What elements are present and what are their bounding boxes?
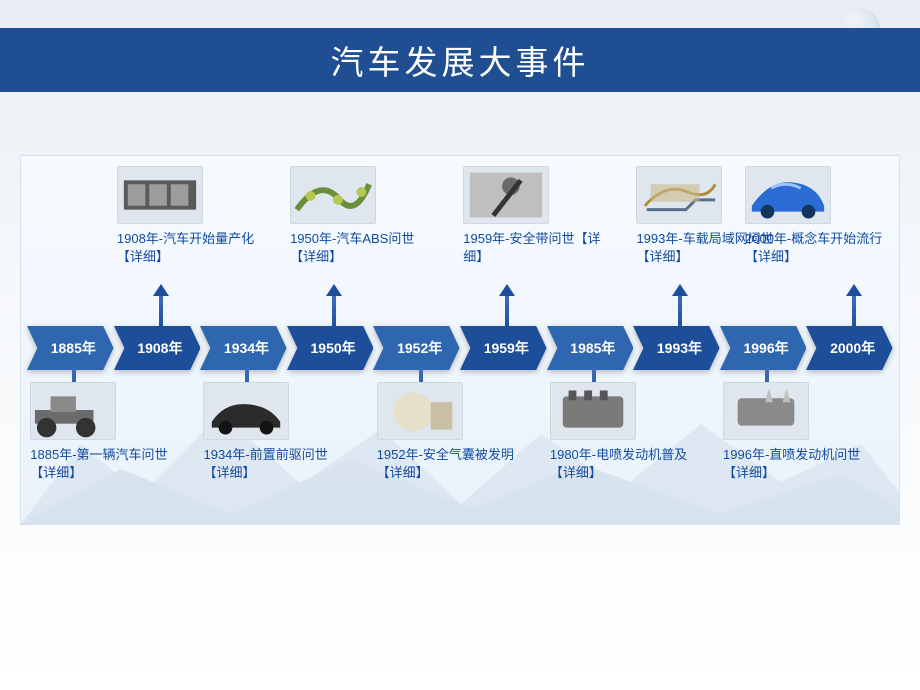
event-thumb (636, 166, 722, 224)
timeline-event-card[interactable]: 2000年-概念车开始流行【详细】 (745, 166, 900, 265)
axis-chevron: 2000年 (806, 326, 893, 370)
event-caption: 1908年-汽车开始量产化【详细】 (117, 230, 267, 265)
axis-year-label: 1885年 (27, 326, 114, 370)
connector-arrow (153, 294, 169, 328)
event-thumb (290, 166, 376, 224)
axis-chevron: 1993年 (633, 326, 720, 370)
timeline-event-card[interactable]: 1952年-安全气囊被发明【详细】 (377, 382, 537, 481)
axis-chevron: 1950年 (287, 326, 374, 370)
timeline-event-card[interactable]: 1980年-电喷发动机普及【详细】 (550, 382, 710, 481)
axis-year-label: 1934年 (200, 326, 287, 370)
timeline-axis: 1885年 1908年 1934年 1950年 1952年 1959年 1985… (27, 326, 893, 370)
event-caption: 2000年-概念车开始流行【详细】 (745, 230, 895, 265)
axis-chevron: 1985年 (547, 326, 634, 370)
axis-chevron: 1952年 (373, 326, 460, 370)
axis-chevron: 1885年 (27, 326, 114, 370)
axis-year-label: 1950年 (287, 326, 374, 370)
event-caption: 1934年-前置前驱问世【详细】 (203, 446, 353, 481)
event-caption: 1885年-第一辆汽车问世【详细】 (30, 446, 180, 481)
connector-arrow (326, 294, 342, 328)
axis-chevron: 1934年 (200, 326, 287, 370)
connector-arrow (499, 294, 515, 328)
axis-year-label: 1993年 (633, 326, 720, 370)
axis-chevron: 1959年 (460, 326, 547, 370)
event-caption: 1996年-直喷发动机问世【详细】 (723, 446, 873, 481)
timeline-panel: 1885年 1908年 1934年 1950年 1952年 1959年 1985… (20, 155, 900, 525)
event-thumb (745, 166, 831, 224)
event-caption: 1950年-汽车ABS问世【详细】 (290, 230, 440, 265)
timeline-event-card[interactable]: 1959年-安全带问世【详细】 (463, 166, 623, 265)
axis-chevron: 1996年 (720, 326, 807, 370)
axis-year-label: 1959年 (460, 326, 547, 370)
event-thumb (377, 382, 463, 440)
timeline-event-card[interactable]: 1934年-前置前驱问世【详细】 (203, 382, 363, 481)
axis-year-label: 2000年 (806, 326, 893, 370)
event-thumb (30, 382, 116, 440)
event-thumb (117, 166, 203, 224)
axis-chevron: 1908年 (114, 326, 201, 370)
timeline-event-card[interactable]: 1996年-直喷发动机问世【详细】 (723, 382, 883, 481)
event-thumb (550, 382, 636, 440)
axis-year-label: 1952年 (373, 326, 460, 370)
axis-year-label: 1908年 (114, 326, 201, 370)
timeline-event-card[interactable]: 1885年-第一辆汽车问世【详细】 (30, 382, 190, 481)
connector-arrow (846, 294, 862, 328)
event-thumb (723, 382, 809, 440)
connector-arrow (672, 294, 688, 328)
event-thumb (203, 382, 289, 440)
event-caption: 1959年-安全带问世【详细】 (463, 230, 613, 265)
axis-year-label: 1985年 (547, 326, 634, 370)
timeline-event-card[interactable]: 1908年-汽车开始量产化【详细】 (117, 166, 277, 265)
axis-year-label: 1996年 (720, 326, 807, 370)
timeline-event-card[interactable]: 1950年-汽车ABS问世【详细】 (290, 166, 450, 265)
event-thumb (463, 166, 549, 224)
event-caption: 1952年-安全气囊被发明【详细】 (377, 446, 527, 481)
page-title: 汽车发展大事件 (331, 36, 590, 84)
header-band: 汽车发展大事件 (0, 28, 920, 92)
event-caption: 1980年-电喷发动机普及【详细】 (550, 446, 700, 481)
